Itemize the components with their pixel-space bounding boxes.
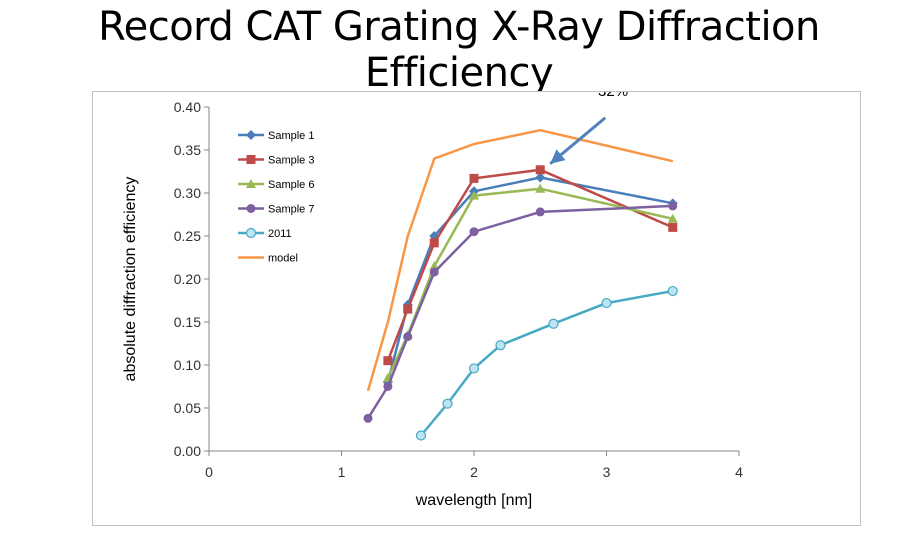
series-2011 xyxy=(415,285,678,441)
series-sample-6 xyxy=(382,183,678,382)
data-point-sample-3 xyxy=(429,238,439,248)
annotation-label: ~32% xyxy=(589,92,628,100)
legend-swatch-marker xyxy=(246,130,256,140)
axes: 0.00 0.05 0.10 0.15 0.20 0.25 0.30 0.35 0.40 0 1 2 3… xyxy=(122,99,743,509)
data-point-sample-7 xyxy=(383,382,393,391)
data-point-sample-6 xyxy=(469,190,479,200)
series-line-sample-3 xyxy=(386,168,674,362)
data-point-2011 xyxy=(548,318,559,329)
y-tick-label: 0.25 xyxy=(174,228,201,244)
legend-swatch-marker xyxy=(245,227,257,239)
data-point-2011 xyxy=(601,297,612,309)
legend-label: Sample 3 xyxy=(268,155,314,167)
legend-entry-sample-3: Sample 3 xyxy=(238,155,314,167)
legend: Sample 1 Sample 3 Sample 6 Sample 7 2011 mode… xyxy=(238,130,314,265)
legend-entry-sample-6: Sample 6 xyxy=(238,179,314,191)
series-layer xyxy=(363,128,678,441)
annotation-arrow-head xyxy=(550,149,566,164)
legend-label: model xyxy=(268,253,298,265)
annotation: ~32% xyxy=(549,92,628,165)
data-point-sample-7 xyxy=(668,201,678,211)
series-line-model xyxy=(366,128,674,392)
series-sample-7 xyxy=(363,201,678,423)
legend-entry-model: model xyxy=(238,253,298,265)
series-line-sample-7 xyxy=(366,204,673,419)
x-tick-label: 1 xyxy=(338,464,346,480)
data-point-sample-7 xyxy=(469,227,479,237)
data-point-sample-3 xyxy=(403,304,413,314)
data-point-2011 xyxy=(442,398,453,409)
efficiency-chart: 0.00 0.05 0.10 0.15 0.20 0.25 0.30 0.35 0.40 0 1 2 3… xyxy=(122,92,743,509)
legend-swatch-marker xyxy=(246,204,256,213)
data-point-sample-1 xyxy=(535,172,546,183)
x-tick-label: 4 xyxy=(735,464,743,480)
data-point-sample-7 xyxy=(363,413,373,423)
data-point-2011 xyxy=(667,285,678,297)
data-point-2011 xyxy=(415,430,427,441)
data-point-sample-7 xyxy=(403,332,413,342)
series-sample-3 xyxy=(383,165,678,366)
annotation-layer: ~32% xyxy=(549,92,628,165)
legend-label: Sample 1 xyxy=(268,130,314,142)
y-tick-label: 0.20 xyxy=(174,271,201,287)
y-tick-label: 0.05 xyxy=(174,400,201,416)
data-point-sample-6 xyxy=(535,183,546,193)
data-point-sample-3 xyxy=(535,165,545,175)
data-point-sample-3 xyxy=(668,222,678,232)
y-axis-title: absolute diffraction efficiency xyxy=(122,177,139,382)
slide-title: Record CAT Grating X-Ray Diffraction Eff… xyxy=(98,4,820,96)
legend-swatch-marker xyxy=(246,155,256,164)
legend-label: Sample 6 xyxy=(268,179,314,191)
y-tick-label: 0.10 xyxy=(174,357,201,373)
legend-entry-2011: 2011 xyxy=(238,227,292,240)
series-model xyxy=(366,128,674,392)
legend-label: 2011 xyxy=(268,228,292,240)
legend-swatch-marker xyxy=(246,179,256,188)
series-line-2011 xyxy=(420,289,674,437)
data-point-sample-3 xyxy=(383,356,393,366)
data-point-sample-6 xyxy=(667,213,678,223)
y-tick-label: 0.40 xyxy=(174,99,201,115)
y-tick-label: 0.00 xyxy=(174,443,201,459)
y-tick-label: 0.15 xyxy=(174,314,201,330)
legend-label: Sample 7 xyxy=(268,204,314,216)
legend-entry-sample-1: Sample 1 xyxy=(238,130,314,142)
x-tick-label: 0 xyxy=(205,464,213,480)
legend-entry-sample-7: Sample 7 xyxy=(238,204,314,216)
y-tick-label: 0.30 xyxy=(174,185,201,201)
series-sample-1 xyxy=(382,172,678,388)
data-point-2011 xyxy=(495,340,506,351)
x-axis-title: wavelength [nm] xyxy=(415,492,533,509)
data-point-sample-7 xyxy=(429,267,439,277)
x-tick-label: 2 xyxy=(470,464,478,480)
chart-frame: 0.00 0.05 0.10 0.15 0.20 0.25 0.30 0.35 0.40 0 1 2 3… xyxy=(92,91,861,526)
y-tick-label: 0.35 xyxy=(174,142,201,158)
data-point-sample-7 xyxy=(535,207,545,217)
data-point-sample-3 xyxy=(469,173,479,183)
data-point-2011 xyxy=(468,363,480,374)
x-tick-label: 3 xyxy=(603,464,611,480)
